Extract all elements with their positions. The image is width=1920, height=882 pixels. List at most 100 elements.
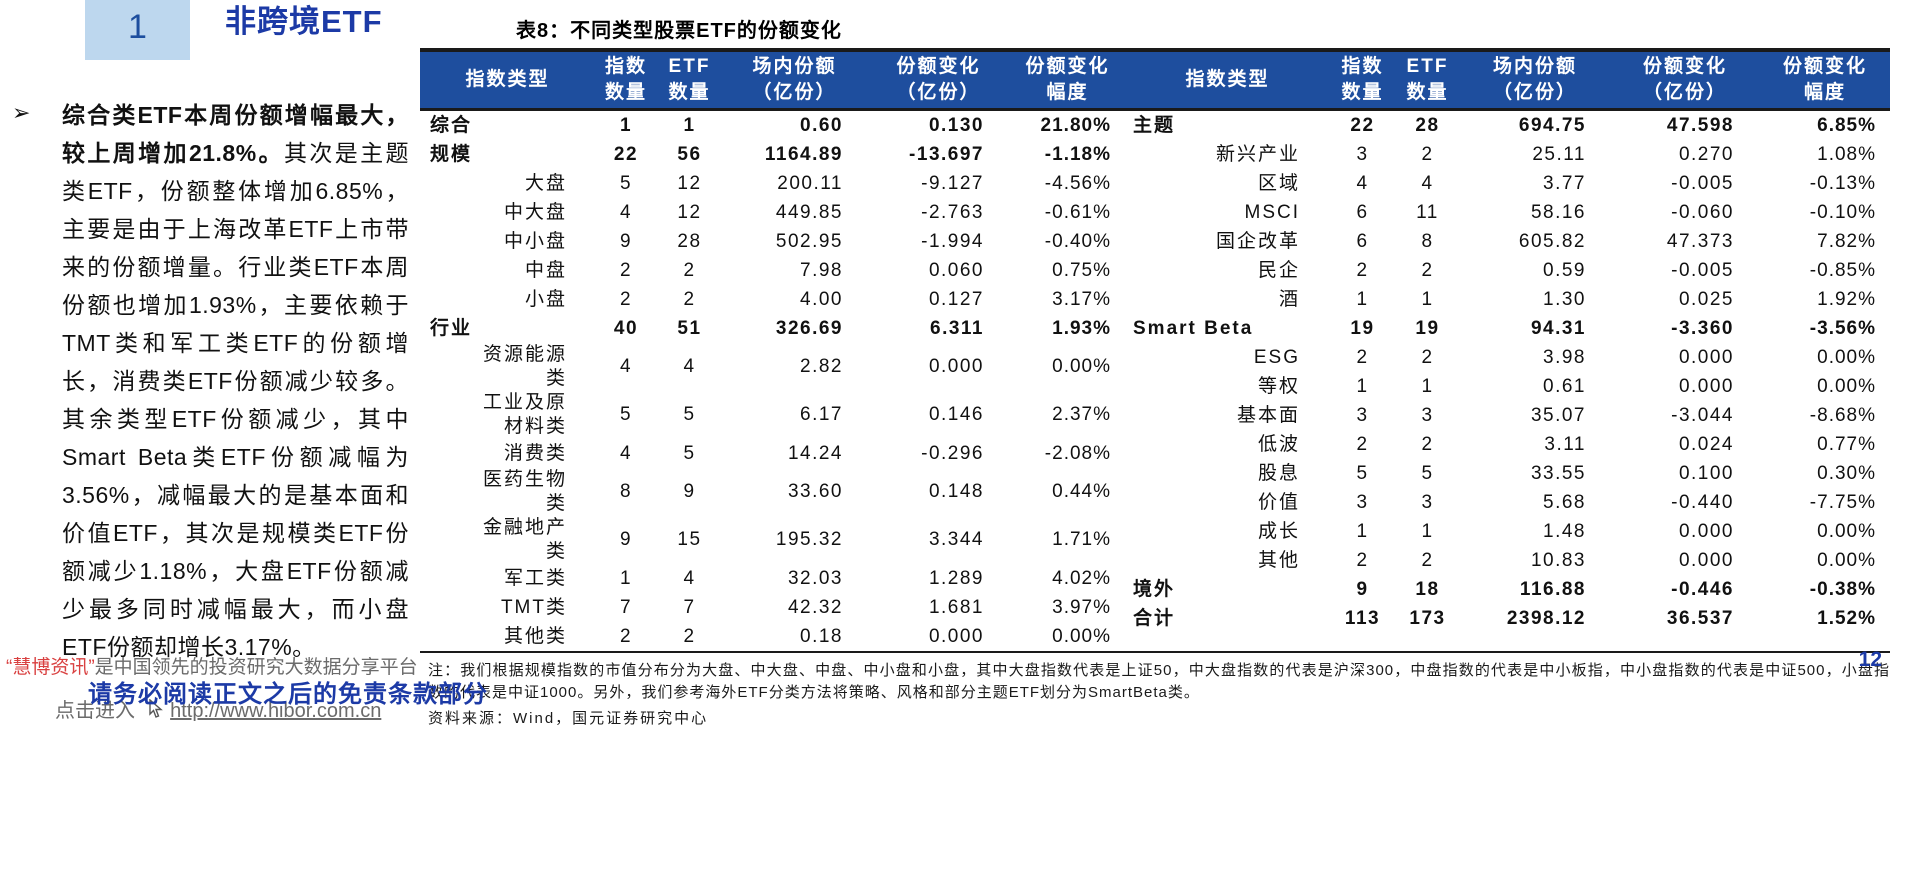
cell-value: 7 xyxy=(683,596,696,618)
row-label: 境外 xyxy=(1133,578,1176,600)
cell-value: 5 xyxy=(619,172,633,194)
column-header: 份额变化 幅度 xyxy=(1760,52,1890,111)
table-row: 消费类 4 5 14.24 -0.296 -2.08% xyxy=(420,439,1125,468)
cell-value: 0.000 xyxy=(1678,346,1734,368)
column-header: ETF 数量 xyxy=(1395,52,1460,111)
cell-value: -0.005 xyxy=(1671,172,1734,194)
table-row: 工业及原材料类 5 5 6.17 0.146 2.37% xyxy=(420,391,1125,439)
cell-value: -0.060 xyxy=(1671,201,1734,223)
column-header: 指数 数量 xyxy=(595,52,657,111)
bullet-arrow-icon: ➢ xyxy=(12,100,31,125)
cell-value: 5 xyxy=(619,404,633,425)
cell-value: 195.32 xyxy=(775,529,843,550)
table-row: 大盘 5 12 200.11 -9.127 -4.56% xyxy=(420,169,1125,198)
cell-value: 3 xyxy=(1421,491,1434,513)
cell-value: 1 xyxy=(1421,375,1434,397)
cell-value: 2 xyxy=(619,259,633,281)
cell-value: 3 xyxy=(1356,491,1369,513)
cell-value: 22 xyxy=(613,143,639,165)
cell-value: -8.68% xyxy=(1809,404,1876,426)
cell-value: 1.30 xyxy=(1543,288,1586,310)
cell-value: 47.598 xyxy=(1666,114,1734,136)
row-label: 合计 xyxy=(1133,607,1176,629)
cell-value: -3.56% xyxy=(1809,317,1876,339)
cell-value: 9 xyxy=(619,230,633,252)
cell-value: 51 xyxy=(677,317,702,339)
cell-value: 0.146 xyxy=(928,404,984,425)
row-label: 价值 xyxy=(1257,491,1300,513)
cell-value: 0.00% xyxy=(1817,520,1876,542)
cell-value: 2398.12 xyxy=(1506,607,1586,629)
cell-value: 4.02% xyxy=(1052,567,1111,589)
cell-value: 3 xyxy=(1421,404,1434,426)
cell-value: 0.060 xyxy=(928,259,984,281)
paragraph-body: 其次是主题类ETF，份额整体增加6.85%，主要是由于上海改革ETF上市带来的份… xyxy=(62,140,410,660)
cell-value: 694.75 xyxy=(1518,114,1586,136)
table-row: 合计 113 173 2398.12 36.537 1.52% xyxy=(1125,604,1890,633)
cell-value: 3.344 xyxy=(928,529,984,550)
column-header: 份额变化 （亿份） xyxy=(1610,52,1760,111)
row-label: 主题 xyxy=(1133,114,1176,136)
cell-value: 1.08% xyxy=(1817,143,1876,165)
table-header: 指数类型 指数 数量 ETF 数量 场内份额 （亿份） 份额变化 （亿份） 份额变化 幅度 xyxy=(420,52,1125,111)
cell-value: 2.82 xyxy=(800,356,843,377)
cell-value: 2 xyxy=(619,288,633,310)
table-row: 股息 5 5 33.55 0.100 0.30% xyxy=(1125,459,1890,488)
table-body-left: 综合 1 1 0.60 0.130 21.80% 规模 22 56 1164.89 -13.697-… xyxy=(420,110,1125,652)
cell-value: 0.000 xyxy=(1678,520,1734,542)
table-row: 主题 22 28 694.75 47.598 6.85% xyxy=(1125,110,1890,141)
row-label: 基本面 xyxy=(1236,404,1300,426)
watermark-rest: 是中国领先的投资研究大数据分享平台 xyxy=(94,657,418,678)
cell-value: -0.38% xyxy=(1809,578,1876,600)
cell-value: 42.32 xyxy=(787,596,843,618)
row-label: 中大盘 xyxy=(503,201,567,223)
cell-value: 9 xyxy=(683,481,696,502)
cell-value: -0.440 xyxy=(1671,491,1734,513)
cell-value: 7.82% xyxy=(1817,230,1876,252)
cell-value: 5 xyxy=(683,442,696,464)
cell-value: 2 xyxy=(1421,433,1434,455)
cell-value: 56 xyxy=(677,143,702,165)
cell-value: 5 xyxy=(1356,462,1369,484)
table-row: 国企改革 6 8 605.82 47.373 7.82% xyxy=(1125,227,1890,256)
cell-value: 3.97% xyxy=(1052,596,1111,618)
column-header: 指数类型 xyxy=(420,52,595,111)
cell-value: 2 xyxy=(1421,259,1434,281)
row-label: 资源能源类 xyxy=(482,344,567,389)
cell-value: 0.00% xyxy=(1052,625,1111,647)
row-label: 工业及原材料类 xyxy=(482,392,567,437)
cell-value: 2 xyxy=(683,259,696,281)
hibor-link[interactable]: http://www.hibor.com.cn xyxy=(170,700,382,722)
cell-value: 0.77% xyxy=(1817,433,1876,455)
cell-value: -3.360 xyxy=(1671,317,1734,339)
row-label: 消费类 xyxy=(503,442,567,464)
cell-value: 19 xyxy=(1350,317,1375,339)
section-title: 非跨境ETF xyxy=(225,4,383,39)
cell-value: 0.30% xyxy=(1817,462,1876,484)
cell-value: -0.446 xyxy=(1671,578,1734,600)
row-label: 等权 xyxy=(1257,375,1300,397)
table-body-right: 主题 22 28 694.75 47.598 6.85% 新兴产业 3 2 25.11 0.270 1… xyxy=(1125,110,1890,634)
cell-value: 33.55 xyxy=(1530,462,1586,484)
cell-value: 0.270 xyxy=(1678,143,1734,165)
cell-value: 7.98 xyxy=(800,259,843,281)
cell-value: -4.56% xyxy=(1044,172,1111,194)
cell-value: 32.03 xyxy=(787,567,843,589)
cell-value: 0.130 xyxy=(928,114,984,136)
table-row: 行业 40 51 326.69 6.311 1.93% xyxy=(420,314,1125,343)
cell-value: 0.61 xyxy=(1543,375,1586,397)
table-row: 基本面 3 3 35.07 -3.044 -8.68% xyxy=(1125,401,1890,430)
cell-value: 1 xyxy=(619,567,633,589)
etf-share-table: 指数类型 指数 数量 ETF 数量 场内份额 （亿份） 份额变化 （亿份） 份额变化 幅度… xyxy=(420,48,1890,653)
cell-value: 9 xyxy=(619,529,633,550)
cell-value: 2 xyxy=(1421,143,1434,165)
cell-value: 0.000 xyxy=(1678,549,1734,571)
cell-value: 22 xyxy=(1350,114,1375,136)
cell-value: 2 xyxy=(1421,346,1434,368)
row-label: 中盘 xyxy=(524,259,567,281)
section-number-box: 1 xyxy=(85,0,190,60)
cell-value: 1 xyxy=(1421,520,1434,542)
row-label: 综合 xyxy=(430,114,473,136)
column-header: ETF 数量 xyxy=(657,52,722,111)
cell-value: -3.044 xyxy=(1671,404,1734,426)
